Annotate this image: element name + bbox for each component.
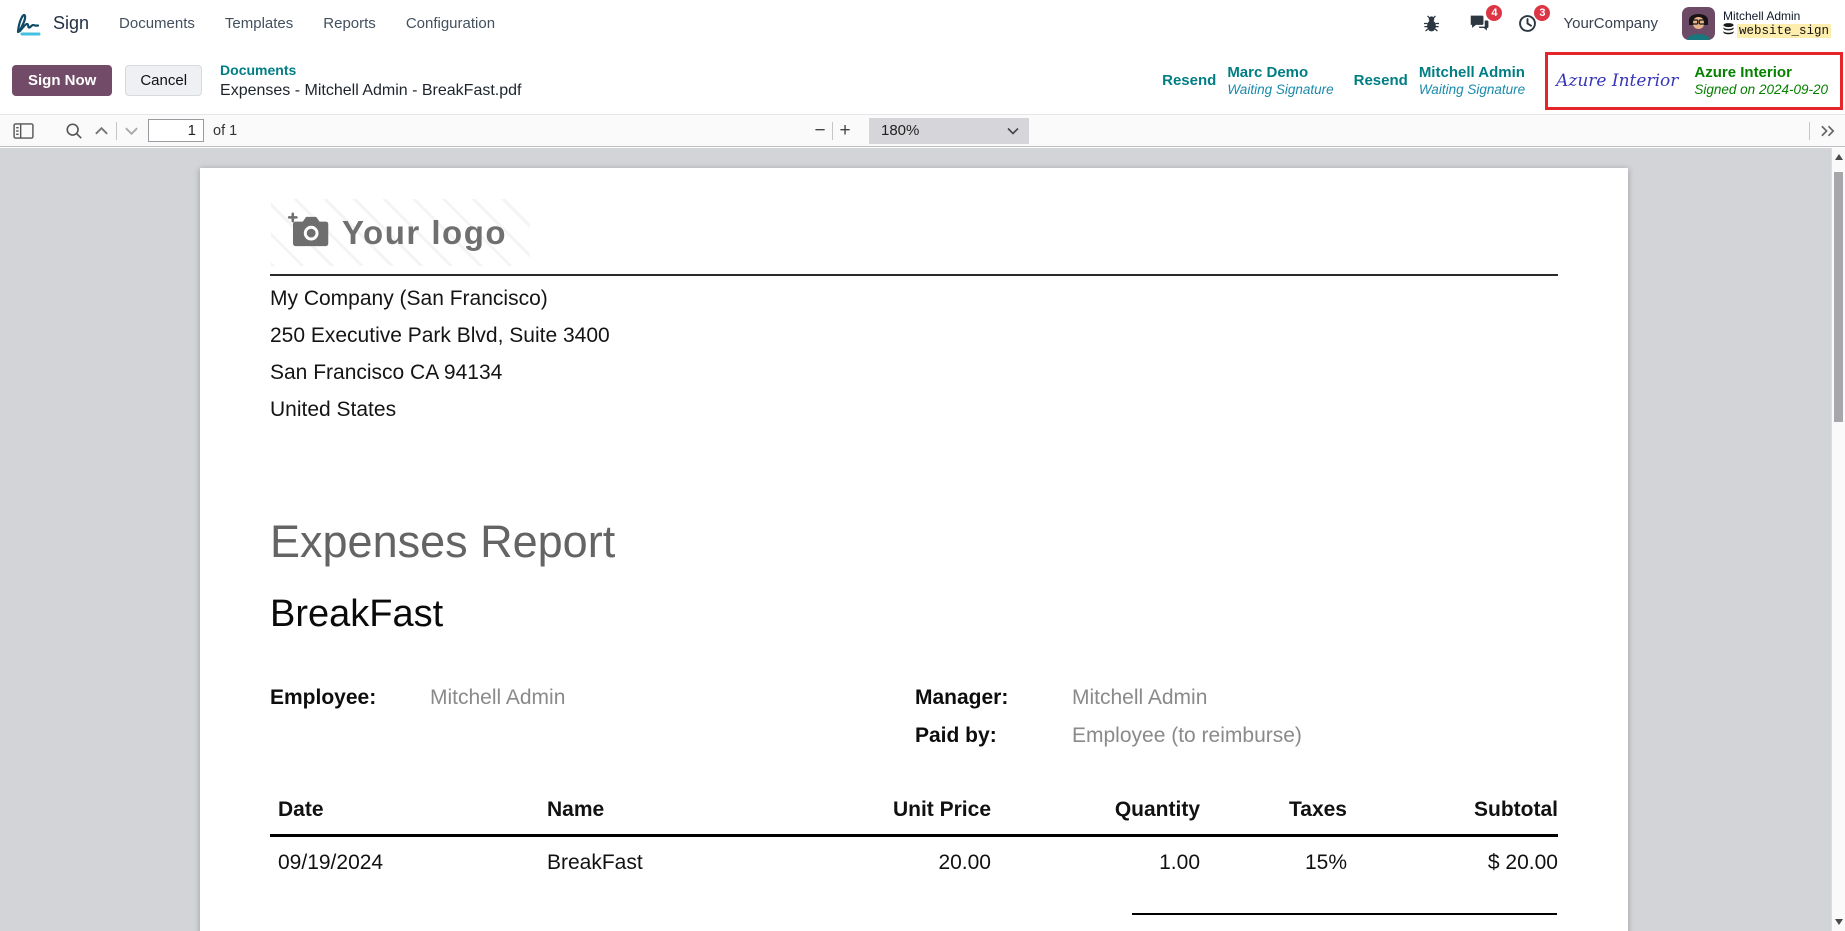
menu-configuration[interactable]: Configuration <box>405 15 496 32</box>
signature-image: Azure Interior <box>1556 70 1679 91</box>
sign-app-logo-icon[interactable] <box>12 8 44 40</box>
previous-page-icon[interactable] <box>94 126 109 136</box>
menu-templates[interactable]: Templates <box>224 15 294 32</box>
expense-table: Date Name Unit Price Quantity Taxes Subt… <box>270 786 1558 875</box>
paid-by-value: Employee (to reimburse) <box>1072 724 1302 747</box>
sidebar-toggle-icon[interactable] <box>8 122 38 139</box>
report-title: Expenses Report <box>270 516 616 567</box>
zoom-in-button[interactable]: + <box>839 119 851 141</box>
divider <box>1809 121 1810 140</box>
header-divider <box>270 274 1558 276</box>
scroll-down-arrow[interactable] <box>1835 919 1843 925</box>
signer-name: Marc Demo <box>1227 63 1309 81</box>
pdf-toolbar: of 1 − + 180% <box>0 114 1845 147</box>
pdf-viewer-area: Your logo My Company (San Francisco) 250… <box>0 148 1845 931</box>
cell-unit-price: 20.00 <box>938 851 991 874</box>
activities-clock-icon[interactable]: 3 <box>1515 3 1552 36</box>
col-date: Date <box>270 786 540 837</box>
user-name: Mitchell Admin <box>1722 8 1801 23</box>
report-subtitle: BreakFast <box>270 593 444 635</box>
employee-label: Employee: <box>270 686 377 709</box>
cell-quantity: 1.00 <box>1159 851 1200 874</box>
main-menu: Documents Templates Reports Configuratio… <box>119 15 495 32</box>
scrollbar-thumb[interactable] <box>1834 172 1843 422</box>
signer-status: Waiting Signature <box>1418 81 1526 97</box>
top-navbar: Sign Documents Templates Reports Configu… <box>0 0 1845 47</box>
col-unit-price: Unit Price <box>755 786 991 837</box>
messages-icon[interactable]: 4 <box>1467 3 1504 36</box>
signer-azure-interior-highlight-box: Azure Interior Azure Interior Signed on … <box>1545 51 1843 110</box>
table-row: 09/19/2024 BreakFast 20.00 1.00 15% $ 20… <box>270 836 1558 876</box>
scroll-up-arrow[interactable] <box>1835 154 1843 160</box>
manager-value: Mitchell Admin <box>1072 686 1208 709</box>
breadcrumb: Documents Expenses - Mitchell Admin - Br… <box>220 62 521 100</box>
signer-status: Signed on 2024-09-20 <box>1694 81 1828 97</box>
zoom-out-button[interactable]: − <box>814 119 826 141</box>
menu-reports[interactable]: Reports <box>323 15 376 32</box>
company-line: United States <box>270 398 397 421</box>
database-icon <box>1723 22 1734 39</box>
page-title: Expenses - Mitchell Admin - BreakFast.pd… <box>220 81 522 99</box>
pdf-page: Your logo My Company (San Francisco) 250… <box>200 168 1628 931</box>
page-number-input[interactable] <box>148 119 204 142</box>
activities-badge: 3 <box>1533 3 1552 22</box>
vertical-scrollbar[interactable] <box>1831 148 1845 931</box>
cell-date: 09/19/2024 <box>278 851 384 874</box>
bug-icon[interactable] <box>1419 12 1443 36</box>
user-menu[interactable]: Mitchell Admin website_sign <box>1681 7 1831 40</box>
col-taxes: Taxes <box>1200 786 1347 837</box>
signer-name: Azure Interior <box>1694 63 1792 81</box>
divider <box>832 121 833 140</box>
toolbar-more-double-chevron-icon[interactable] <box>1820 125 1837 137</box>
signer-marc-demo: Resend Marc Demo Waiting Signature <box>1162 64 1334 98</box>
cell-name: BreakFast <box>547 851 643 874</box>
breadcrumb-documents-link[interactable]: Documents <box>220 61 297 78</box>
resend-button[interactable]: Resend <box>1162 72 1217 89</box>
divider <box>116 121 117 140</box>
page-count-label: of 1 <box>213 122 238 139</box>
col-quantity: Quantity <box>991 786 1200 837</box>
signer-mitchell-admin: Resend Mitchell Admin Waiting Signature <box>1354 64 1526 98</box>
manager-label: Manager: <box>915 686 1009 709</box>
avatar <box>1681 7 1715 40</box>
control-panel: Sign Now Cancel Documents Expenses - Mit… <box>0 47 1845 114</box>
chevron-down-icon <box>1007 127 1019 135</box>
company-switcher[interactable]: YourCompany <box>1563 15 1658 32</box>
sign-now-button[interactable]: Sign Now <box>12 65 113 96</box>
logo-text: Your logo <box>342 213 508 251</box>
employee-value: Mitchell Admin <box>430 686 566 709</box>
menu-documents[interactable]: Documents <box>119 15 195 32</box>
search-icon[interactable] <box>60 122 88 140</box>
camera-plus-icon <box>287 212 329 253</box>
col-name: Name <box>540 786 755 837</box>
signer-status: Waiting Signature <box>1227 81 1334 97</box>
total-separator-line <box>1132 913 1557 915</box>
resend-button[interactable]: Resend <box>1353 72 1408 89</box>
paid-by-label: Paid by: <box>915 724 997 747</box>
company-address: My Company (San Francisco) 250 Executive… <box>270 280 610 428</box>
cell-taxes: 15% <box>1304 851 1347 874</box>
company-logo-placeholder: Your logo <box>271 199 530 266</box>
signer-status-bar: Resend Marc Demo Waiting Signature Resen… <box>1162 51 1843 110</box>
company-line: San Francisco CA 94134 <box>270 361 503 384</box>
signer-name: Mitchell Admin <box>1418 63 1525 81</box>
messages-badge: 4 <box>1485 3 1504 22</box>
company-line: My Company (San Francisco) <box>270 287 548 310</box>
next-page-icon[interactable] <box>124 126 139 136</box>
zoom-level-value: 180% <box>881 122 920 139</box>
company-line: 250 Executive Park Blvd, Suite 3400 <box>270 324 610 347</box>
cell-subtotal: $ 20.00 <box>1487 851 1558 874</box>
table-header-row: Date Name Unit Price Quantity Taxes Subt… <box>270 786 1558 837</box>
cancel-button[interactable]: Cancel <box>125 65 203 96</box>
database-name: website_sign <box>1736 23 1831 38</box>
app-name[interactable]: Sign <box>53 13 90 33</box>
zoom-level-select[interactable]: 180% <box>869 117 1029 144</box>
col-subtotal: Subtotal <box>1347 786 1558 837</box>
